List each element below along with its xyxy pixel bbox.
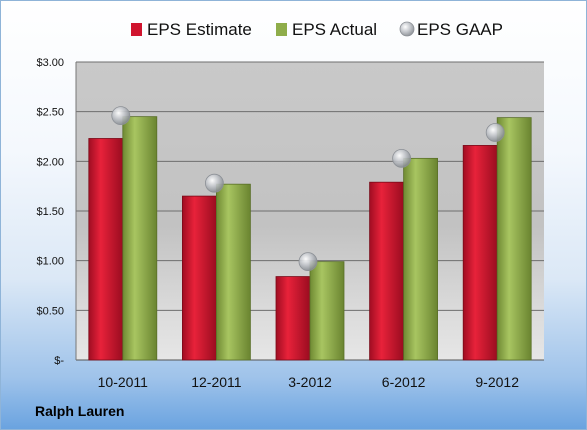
y-tick-label: $1.00 bbox=[36, 256, 64, 268]
eps-gaap-marker bbox=[111, 106, 131, 126]
x-category-label: 9-2012 bbox=[475, 374, 519, 390]
eps-actual-bar bbox=[122, 116, 158, 361]
legend-gaap-swatch bbox=[399, 21, 415, 37]
eps-actual-bar bbox=[309, 261, 345, 361]
eps-actual-bar bbox=[215, 183, 251, 361]
legend-gaap-label: EPS GAAP bbox=[417, 20, 503, 39]
eps-estimate-bar bbox=[88, 138, 124, 361]
y-tick-label: $2.00 bbox=[36, 156, 64, 168]
eps-actual-bar bbox=[403, 157, 439, 361]
y-tick-label: $3.00 bbox=[36, 57, 64, 69]
company-name: Ralph Lauren bbox=[35, 403, 125, 419]
legend-actual-swatch bbox=[276, 23, 287, 36]
eps-gaap-marker bbox=[204, 173, 224, 193]
y-tick-label: $2.50 bbox=[36, 107, 64, 119]
x-category-label: 3-2012 bbox=[288, 374, 332, 390]
x-category-label: 10-2011 bbox=[98, 374, 149, 390]
x-category-label: 12-2011 bbox=[191, 374, 242, 390]
legend-estimate-label: EPS Estimate bbox=[147, 20, 252, 39]
x-category-label: 6-2012 bbox=[382, 374, 426, 390]
legend-estimate-swatch bbox=[131, 23, 142, 36]
eps-gaap-marker bbox=[485, 123, 505, 142]
y-tick-label: $1.50 bbox=[36, 206, 64, 218]
y-tick-label: $0.50 bbox=[36, 305, 64, 317]
eps-estimate-bar bbox=[369, 181, 405, 361]
eps-estimate-bar bbox=[462, 145, 498, 361]
eps-gaap-marker bbox=[298, 252, 318, 272]
eps-actual-bar bbox=[496, 117, 532, 361]
eps-estimate-bar bbox=[275, 276, 311, 361]
eps-gaap-marker bbox=[392, 148, 412, 168]
y-tick-label: $- bbox=[54, 355, 64, 367]
legend-actual-label: EPS Actual bbox=[292, 20, 377, 39]
eps-estimate-bar bbox=[181, 195, 217, 361]
